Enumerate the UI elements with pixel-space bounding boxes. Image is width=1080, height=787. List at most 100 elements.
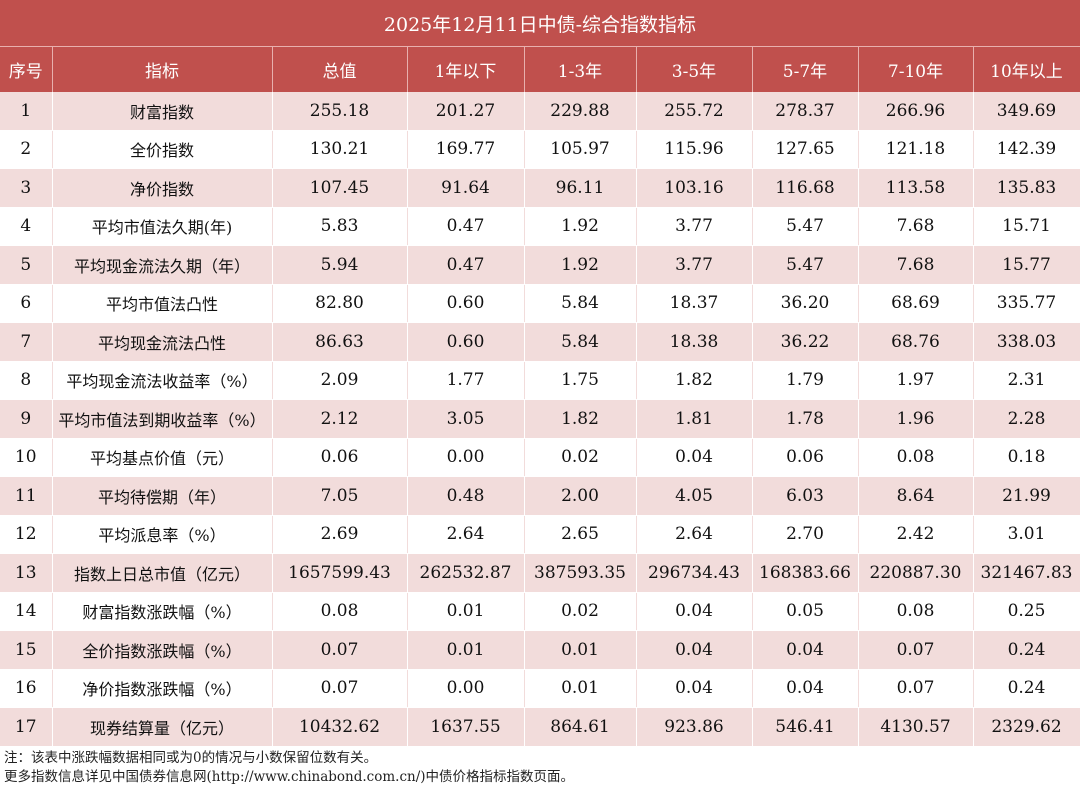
metric-value: 5.84 [524, 284, 637, 323]
row-index: 2 [0, 130, 53, 169]
metric-value: 0.06 [272, 438, 408, 477]
metric-value: 10432.62 [272, 707, 408, 747]
metric-value: 0.04 [636, 669, 753, 708]
metric-value: 335.77 [973, 284, 1080, 323]
metric-value: 6.03 [752, 476, 859, 516]
table-row: 7 平均现金流法凸性 86.63 0.60 5.84 18.38 36.22 68.76 338… [0, 322, 1080, 362]
metric-name: 净价指数 [52, 168, 273, 208]
metric-value: 142.39 [973, 130, 1080, 169]
metric-name: 平均市值法久期(年) [52, 207, 273, 246]
metric-value: 0.24 [973, 630, 1080, 670]
metric-value: 0.06 [752, 438, 859, 477]
column-header: 5-7年 [752, 47, 859, 92]
metric-value: 2.65 [524, 515, 637, 554]
metric-value: 103.16 [636, 168, 753, 208]
metric-value: 5.84 [524, 322, 637, 362]
metric-value: 15.77 [973, 245, 1080, 285]
metric-value: 255.72 [636, 92, 753, 131]
footnote: 注：该表中涨跌幅数据相同或为0的情况与小数保留位数有关。 [4, 749, 378, 766]
metric-value: 2.00 [524, 476, 637, 516]
metric-name: 指数上日总市值（亿元） [52, 553, 273, 593]
row-index: 5 [0, 245, 53, 285]
row-index: 9 [0, 399, 53, 439]
metric-value: 1.82 [636, 361, 753, 400]
column-header: 7-10年 [858, 47, 974, 92]
column-header: 序号 [0, 47, 53, 92]
footnotes: 注：该表中涨跌幅数据相同或为0的情况与小数保留位数有关。 更多指数信息详见中国债… [0, 749, 1080, 787]
metric-value: 36.20 [752, 284, 859, 323]
metric-name: 平均市值法凸性 [52, 284, 273, 323]
metric-value: 0.00 [407, 669, 525, 708]
metric-name: 平均现金流法收益率（%） [52, 361, 273, 400]
row-index: 14 [0, 592, 53, 631]
metric-value: 0.07 [858, 630, 974, 670]
metric-value: 8.64 [858, 476, 974, 516]
column-header: 指标 [52, 47, 273, 92]
row-index: 10 [0, 438, 53, 477]
row-index: 8 [0, 361, 53, 400]
table-row: 9 平均市值法到期收益率（%） 2.12 3.05 1.82 1.81 1.78 1.96 2.… [0, 399, 1080, 439]
metric-value: 2.70 [752, 515, 859, 554]
row-index: 7 [0, 322, 53, 362]
table-row: 16 净价指数涨跌幅（%） 0.07 0.00 0.01 0.04 0.04 0.07 0.24 [0, 669, 1080, 708]
metric-value: 220887.30 [858, 553, 974, 593]
metric-value: 0.04 [636, 630, 753, 670]
metric-value: 86.63 [272, 322, 408, 362]
metric-value: 5.47 [752, 245, 859, 285]
metric-value: 2.28 [973, 399, 1080, 439]
table-row: 17 现券结算量（亿元） 10432.62 1637.55 864.61 923.86 54… [0, 707, 1080, 747]
metric-value: 169.77 [407, 130, 525, 169]
footnote: 更多指数信息详见中国债券信息网(http://www.chinabond.com… [4, 768, 575, 785]
table-row: 12 平均派息率（%） 2.69 2.64 2.65 2.64 2.70 2.42 3.01 [0, 515, 1080, 554]
metric-value: 262532.87 [407, 553, 525, 593]
metric-value: 21.99 [973, 476, 1080, 516]
metric-name: 现券结算量（亿元） [52, 707, 273, 747]
metric-value: 201.27 [407, 92, 525, 131]
column-header: 1-3年 [524, 47, 637, 92]
metric-name: 平均现金流法久期（年） [52, 245, 273, 285]
metric-value: 546.41 [752, 707, 859, 747]
metric-value: 296734.43 [636, 553, 753, 593]
metric-value: 107.45 [272, 168, 408, 208]
metric-value: 0.02 [524, 438, 637, 477]
metric-name: 财富指数 [52, 92, 273, 131]
metric-value: 0.47 [407, 245, 525, 285]
metric-value: 864.61 [524, 707, 637, 747]
metric-value: 121.18 [858, 130, 974, 169]
metric-value: 0.01 [407, 592, 525, 631]
table-row: 5 平均现金流法久期（年） 5.94 0.47 1.92 3.77 5.47 7.68 15.7… [0, 245, 1080, 285]
metric-value: 0.08 [858, 438, 974, 477]
table-row: 8 平均现金流法收益率（%） 2.09 1.77 1.75 1.82 1.79 1.97 2.3… [0, 361, 1080, 400]
metric-name: 全价指数涨跌幅（%） [52, 630, 273, 670]
metric-value: 0.24 [973, 669, 1080, 708]
metric-value: 96.11 [524, 168, 637, 208]
metric-value: 1.97 [858, 361, 974, 400]
table-row: 1 财富指数 255.18 201.27 229.88 255.72 278.37 266.9… [0, 92, 1080, 131]
metric-value: 338.03 [973, 322, 1080, 362]
metric-value: 2.12 [272, 399, 408, 439]
metric-value: 0.00 [407, 438, 525, 477]
metric-value: 5.83 [272, 207, 408, 246]
metric-value: 0.07 [272, 669, 408, 708]
metric-value: 68.76 [858, 322, 974, 362]
row-index: 13 [0, 553, 53, 593]
metric-value: 0.07 [858, 669, 974, 708]
metric-value: 1.92 [524, 245, 637, 285]
metric-name: 净价指数涨跌幅（%） [52, 669, 273, 708]
metric-value: 115.96 [636, 130, 753, 169]
metric-value: 2329.62 [973, 707, 1080, 747]
table-row: 2 全价指数 130.21 169.77 105.97 115.96 127.65 121.1… [0, 130, 1080, 169]
metric-value: 18.38 [636, 322, 753, 362]
metric-value: 7.68 [858, 207, 974, 246]
metric-value: 127.65 [752, 130, 859, 169]
table-title: 2025年12月11日中债-综合指数指标 [0, 0, 1080, 47]
metric-value: 2.64 [636, 515, 753, 554]
metric-value: 68.69 [858, 284, 974, 323]
metric-value: 3.01 [973, 515, 1080, 554]
metric-name: 财富指数涨跌幅（%） [52, 592, 273, 631]
metric-value: 0.01 [524, 630, 637, 670]
metric-value: 1.75 [524, 361, 637, 400]
metric-name: 平均基点价值（元） [52, 438, 273, 477]
column-header: 1年以下 [407, 47, 525, 92]
metric-value: 266.96 [858, 92, 974, 131]
